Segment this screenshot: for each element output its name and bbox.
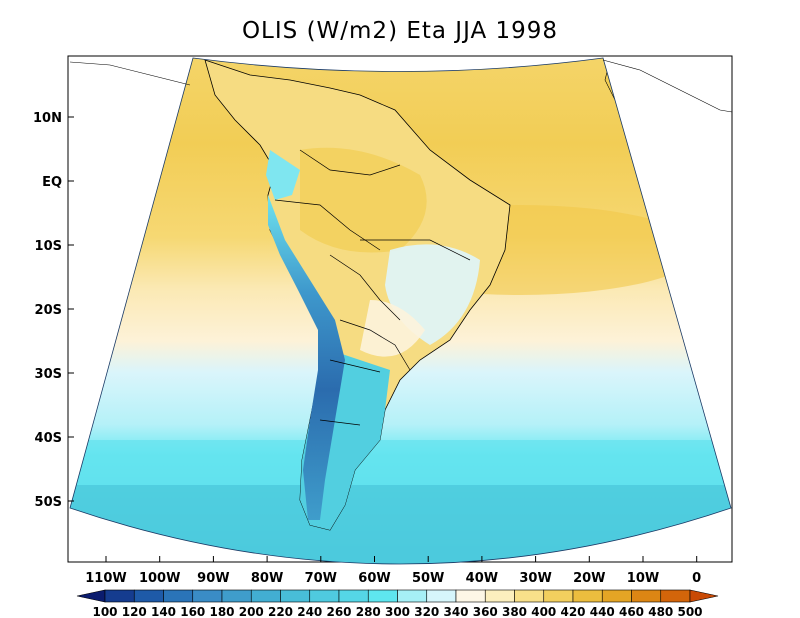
colorbar-box: [309, 589, 340, 603]
paraguay-region: [360, 300, 425, 357]
colorbar-label: 140: [151, 605, 176, 618]
x-tick-label: 0: [692, 571, 701, 586]
colorbar-label: 380: [502, 605, 527, 618]
colorbar-min-arrow: [76, 589, 106, 603]
country-borders: [274, 149, 471, 426]
colorbar-label: 360: [473, 605, 498, 618]
colorbar-label: 300: [385, 605, 410, 618]
x-tick-label: 20W: [573, 571, 605, 586]
colorbar-box: [367, 589, 398, 603]
northern-andes: [266, 150, 300, 200]
colorbar-label: 180: [209, 605, 234, 618]
colorbar-box: [484, 589, 515, 603]
x-tick-label: 50W: [412, 571, 444, 586]
central-america-outline: [69, 61, 191, 86]
colorbar-label: 120: [122, 605, 147, 618]
sector-outline: [69, 57, 732, 565]
y-tick-label: 10N: [33, 111, 62, 126]
colorbar-box: [660, 589, 691, 603]
x-tick-label: 40W: [466, 571, 498, 586]
colorbar-label: 480: [648, 605, 673, 618]
colorbar-box: [601, 589, 632, 603]
x-tick-label: 60W: [358, 571, 390, 586]
amazon-region: [300, 147, 427, 253]
colorbar-label: 240: [297, 605, 322, 618]
y-tick-label: 30S: [35, 367, 62, 382]
colorbar-box: [514, 589, 545, 603]
colorbar-label: 260: [326, 605, 351, 618]
colorbar-label: 100: [92, 605, 117, 618]
colorbar-label: 320: [414, 605, 439, 618]
colorbar-box: [426, 589, 457, 603]
x-tick-label: 30W: [519, 571, 551, 586]
y-tick-label: 50S: [35, 495, 62, 510]
y-tick-label: 10S: [35, 239, 62, 254]
colorbar-box: [455, 589, 486, 603]
colorbar-label: 460: [619, 605, 644, 618]
colorbar-box: [280, 589, 311, 603]
colorbar-box: [163, 589, 194, 603]
colorbar-box: [397, 589, 428, 603]
colorbar-box: [133, 589, 164, 603]
colorbar-box: [192, 589, 223, 603]
x-tick-label: 110W: [85, 571, 126, 586]
y-tick-label: EQ: [42, 175, 62, 190]
colorbar-box: [338, 589, 369, 603]
y-tick-label: 20S: [35, 303, 62, 318]
x-axis: 110W 100W 90W 80W 70W 60W 50W 40W 30W 20W 10W 0: [85, 556, 701, 586]
colorbar-box: [221, 589, 252, 603]
colorbar-label: 160: [180, 605, 205, 618]
andes-strip: [268, 195, 345, 520]
y-axis: 10N EQ 10S 20S 30S 40S 50S: [33, 111, 74, 510]
colorbar-label: 200: [239, 605, 264, 618]
colorbar: 100 120 140 160 180 200 220 240 260 280 300 320 340 3…: [76, 589, 719, 618]
colorbar-label: 440: [590, 605, 615, 618]
colorbar-label: 420: [560, 605, 585, 618]
colorbar-box: [104, 589, 135, 603]
x-tick-label: 70W: [305, 571, 337, 586]
x-tick-label: 80W: [251, 571, 283, 586]
x-tick-label: 90W: [197, 571, 229, 586]
cyan-band: [70, 440, 731, 485]
x-tick-label: 10W: [627, 571, 659, 586]
africa-outline: [602, 59, 733, 113]
colorbar-label: 340: [443, 605, 468, 618]
olis-field: [70, 58, 731, 564]
colorbar-label: 500: [677, 605, 702, 618]
colorbar-label: 220: [268, 605, 293, 618]
x-tick-label: 100W: [139, 571, 180, 586]
colorbar-box: [250, 589, 281, 603]
map-title: OLIS (W/m2) Eta JJA 1998: [241, 18, 559, 44]
colorbar-box: [572, 589, 603, 603]
colorbar-box: [631, 589, 662, 603]
colorbar-label: 280: [356, 605, 381, 618]
colorbar-box: [543, 589, 574, 603]
y-tick-label: 40S: [35, 431, 62, 446]
colorbar-label: 400: [531, 605, 556, 618]
colorbar-max-arrow: [689, 589, 719, 603]
